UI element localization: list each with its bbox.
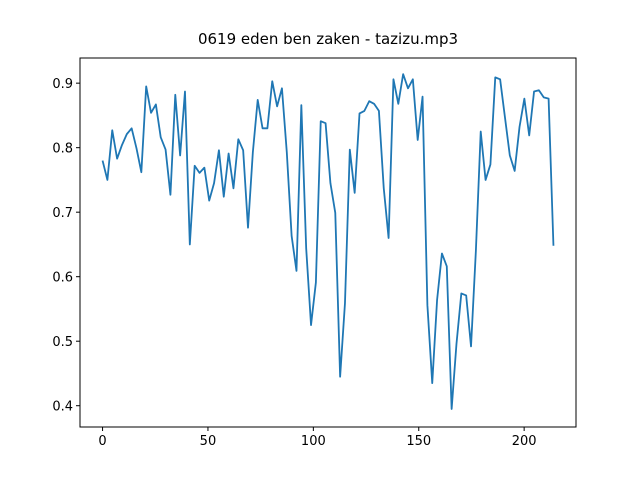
y-tick-label: 0.8 [52,142,73,157]
y-tick-label: 0.6 [52,271,73,286]
x-tick-label: 150 [406,434,431,449]
plot-frame [79,57,577,428]
x-tick-label: 200 [512,434,537,449]
x-tick-label: 0 [98,434,106,449]
line-series [101,73,555,410]
y-tick-label: 0.9 [52,77,73,92]
y-tick-label: 0.4 [52,400,73,415]
chart-title: 0619 eden ben zaken - tazizu.mp3 [198,30,458,48]
y-tick-label: 0.5 [52,335,73,350]
y-tick-label: 0.7 [52,206,73,221]
x-tick-label: 50 [200,434,217,449]
x-tick-label: 100 [301,434,326,449]
